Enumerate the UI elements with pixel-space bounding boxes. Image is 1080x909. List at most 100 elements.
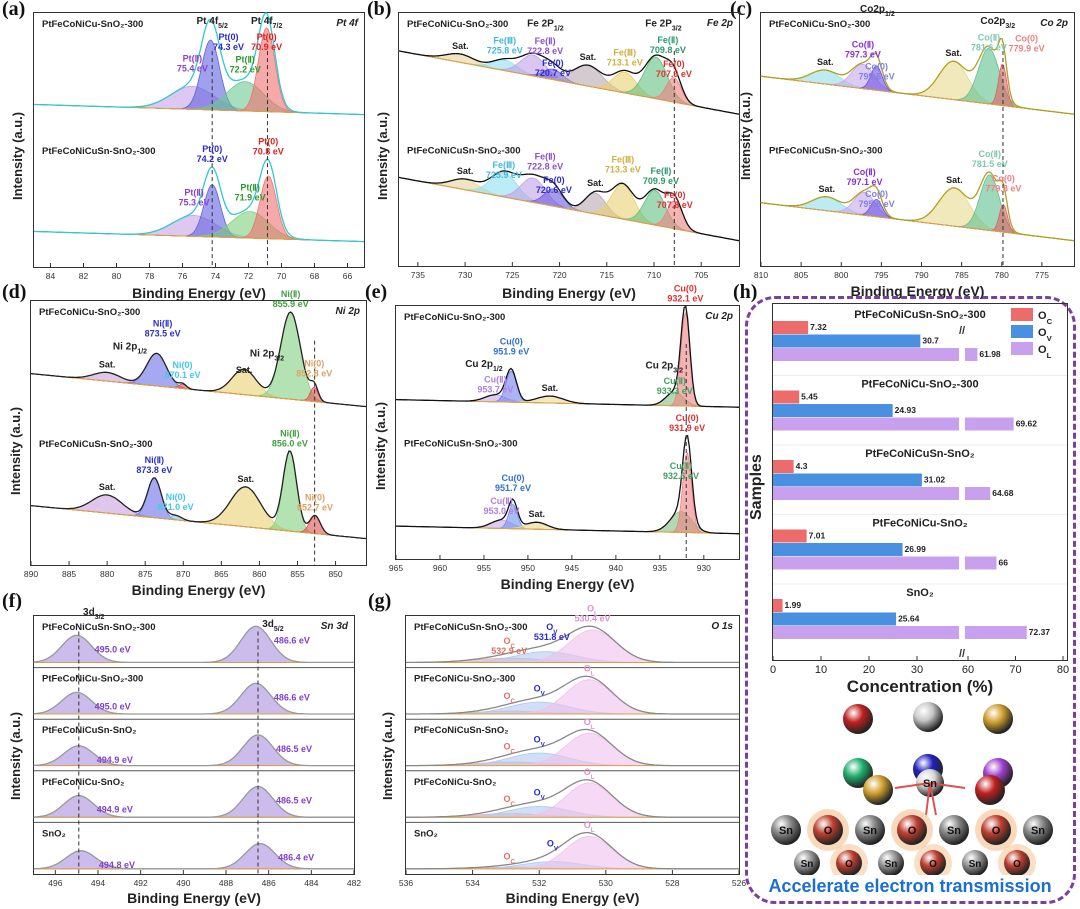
bar-ol-segment xyxy=(773,348,959,361)
peak-state-label-main: Sat. xyxy=(457,166,474,176)
x-tick-label: 0 xyxy=(770,664,776,676)
peak-state-label: Pt(Ⅱ) xyxy=(235,55,254,65)
x-tick-label: 870 xyxy=(176,569,190,579)
peak-energy-label: 709.8 eV xyxy=(650,45,686,55)
subshell-label-group: Pt 4f7/2 xyxy=(251,16,283,30)
peak-state-label-main: Fe(Ⅲ) xyxy=(493,36,516,46)
lattice-atom xyxy=(897,815,927,845)
axis-break-group: // xyxy=(959,648,965,660)
lattice-atom xyxy=(981,815,1011,845)
bar-value-label: 64.68 xyxy=(992,488,1014,498)
peak-state-label: Fe(Ⅱ) xyxy=(535,151,556,161)
bar-value-label-group: 1.99 xyxy=(785,600,802,610)
bar-value-label-group: 66 xyxy=(999,558,1009,568)
peak-label-group: 486.6 eV xyxy=(274,692,310,702)
peak-energy-label: 486.6 eV xyxy=(274,635,310,645)
peak-state-label-main: Pt(0) xyxy=(202,144,222,154)
x-tick-label: 850 xyxy=(328,569,342,579)
sample-name: PtFeCoNiCuSn-SnO₂-300 xyxy=(769,146,882,157)
peak-state-label-main: Ni(Ⅱ) xyxy=(281,289,300,299)
peak-state-label: Cu(Ⅱ) xyxy=(490,496,512,506)
peak-energy-label-main: 951.9 eV xyxy=(493,346,529,356)
x-tick-label: 730 xyxy=(458,270,472,280)
bar-value-label-group: 64.68 xyxy=(992,488,1014,498)
tin-atom-label: Sn xyxy=(923,778,937,790)
peak-state-label-main: Sat. xyxy=(819,184,836,194)
peak-label-group: Sat. xyxy=(946,175,963,185)
peak-label-group: 486.4 eV xyxy=(278,853,314,863)
peak-energy-label-main: 779.8 eV xyxy=(985,183,1021,193)
peak-energy-label-main: 530.4 eV xyxy=(574,614,610,624)
peak-energy-label: 722.8 eV xyxy=(527,161,563,171)
peak-state-label-main: O xyxy=(584,820,591,830)
bar-value-label-group: 7.32 xyxy=(810,322,827,332)
peak-label-group: Sat. xyxy=(580,52,597,62)
bar-value-label-group: 72.37 xyxy=(1029,627,1051,637)
envelope-curve xyxy=(406,779,739,818)
peak-energy-label-main: 951.7 eV xyxy=(495,483,531,493)
subshell-label-main: Ni 2p xyxy=(113,341,137,352)
bar-ol-segment xyxy=(773,626,959,639)
background-line xyxy=(398,176,740,242)
lattice-atom-label: O xyxy=(845,859,853,870)
x-tick-label: 494 xyxy=(91,878,105,888)
fe2p-plot: PtFeCoNiCu-SnO₂-300 Fe 2P1/2 Fe 2P3/2 Sat. 7… xyxy=(398,12,740,280)
subshell-label-main: Cu 2p xyxy=(465,359,493,370)
peak-label-group: OV xyxy=(534,788,546,802)
envelope-curve xyxy=(760,37,1075,115)
peak-state-label-sub: V xyxy=(554,845,559,852)
x-tick-label: 532 xyxy=(532,878,546,888)
sample-spectrum xyxy=(406,821,739,870)
peak-state-label-main: Sat. xyxy=(236,365,253,375)
peak-state-label-main: Co(0) xyxy=(1015,34,1038,44)
peak-state-label-main: Sat. xyxy=(542,383,559,393)
peak-energy-label: 722.8 eV xyxy=(527,46,563,56)
peak-energy-label-main: 70.9 eV xyxy=(251,42,282,52)
envelope-curve xyxy=(396,305,739,408)
peak-energy-label: 856.0 eV xyxy=(272,438,308,448)
peak-state-label: Cu(0) xyxy=(501,473,524,483)
atom-sphere xyxy=(863,775,893,805)
sample-name: PtFeCoNiCuSn-SnO₂-300 xyxy=(39,439,152,450)
peak-state-label-main: O xyxy=(503,851,510,861)
peak-energy-label-main: 75.4 eV xyxy=(177,63,208,73)
legend-label-sub: L xyxy=(1047,351,1052,360)
peak-state-label-main: Cu(Ⅱ) xyxy=(670,461,692,471)
legend-label-main: O xyxy=(1038,344,1047,356)
sample-category-label: PtFeCoNiCu-SnO₂ xyxy=(872,518,967,530)
peak-state-label-main: Sat. xyxy=(99,482,116,492)
peak-state-label-main: Ni(0) xyxy=(304,359,324,369)
atom-sphere xyxy=(983,704,1013,734)
lattice-atom-label: Sn xyxy=(1031,825,1045,837)
x-axis-label: Binding Energy (eV) xyxy=(505,890,640,906)
lattice-atom-label: O xyxy=(929,859,937,870)
panel-label-a: (a) xyxy=(2,0,26,20)
peak-label-group: 486.5 eV xyxy=(276,796,312,806)
sample-name: PtFeCoNiCuSn-SnO₂-300 xyxy=(404,439,517,450)
peak-label-group: Sat. xyxy=(457,166,474,176)
peak-state-label: Fe(Ⅲ) xyxy=(611,155,634,165)
x-tick-label: 60 xyxy=(962,664,974,676)
x-tick-label: 875 xyxy=(138,569,152,579)
sample-name-main: PtFeCoNiCu-SnO₂-300 xyxy=(42,19,143,30)
electron-transfer-illustration: Sn Sn O Sn O Sn O Sn Sn O Sn O Sn O xyxy=(771,702,1053,875)
peak-state-label-main: Co(Ⅱ) xyxy=(978,32,1000,42)
bar-value-label: 4.3 xyxy=(796,461,808,471)
peak-energy-label-main: 494.9 eV xyxy=(97,755,133,765)
subshell-label-sub: 3/2 xyxy=(672,25,682,32)
x-tick-label: 68 xyxy=(310,271,320,281)
peak-state-label: Fe(0) xyxy=(543,175,565,185)
bar-value-label: 26.99 xyxy=(905,544,927,554)
peak-state-label-main: Fe(Ⅱ) xyxy=(535,36,556,46)
peak-energy-label: 852.7 eV xyxy=(297,503,333,513)
